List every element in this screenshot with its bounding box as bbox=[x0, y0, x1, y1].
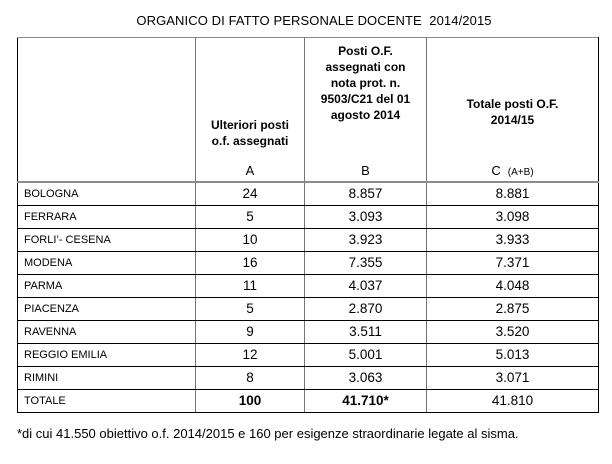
document-page: ORGANICO DI FATTO PERSONALE DOCENTE 2014… bbox=[14, 0, 612, 441]
value-b: 7.355 bbox=[304, 250, 427, 275]
table-row: BOLOGNA 24 8.857 8.881 bbox=[17, 181, 599, 206]
column-c-label: Totale posti O.F. 2014/15 bbox=[466, 97, 559, 127]
value-c: 3.071 bbox=[426, 365, 599, 390]
table-header: Ulteriori posti o.f. assegnati A Posti O… bbox=[17, 37, 599, 183]
row-label: BOLOGNA bbox=[17, 181, 196, 206]
value-c: 41.810 bbox=[426, 388, 599, 413]
value-b: 5.001 bbox=[304, 342, 427, 367]
row-label: FERRARA bbox=[17, 204, 196, 229]
header-cell-a: Ulteriori posti o.f. assegnati A bbox=[195, 37, 305, 183]
value-b: 3.511 bbox=[304, 319, 427, 344]
row-label: PIACENZA bbox=[17, 296, 196, 321]
value-b: 3.063 bbox=[304, 365, 427, 390]
column-b-letter: B bbox=[361, 163, 370, 178]
value-c: 2.875 bbox=[426, 296, 599, 321]
table-row: PIACENZA 5 2.870 2.875 bbox=[17, 296, 599, 321]
table-row: FORLI’- CESENA 10 3.923 3.933 bbox=[17, 227, 599, 252]
value-b: 2.870 bbox=[304, 296, 427, 321]
row-label: RAVENNA bbox=[17, 319, 196, 344]
header-cell-c: Totale posti O.F. 2014/15 C (A+B) bbox=[426, 37, 599, 183]
value-a: 10 bbox=[195, 227, 305, 252]
row-label: RIMINI bbox=[17, 365, 196, 390]
row-label: FORLI’- CESENA bbox=[17, 227, 196, 252]
table-row: RIMINI 8 3.063 3.071 bbox=[17, 365, 599, 390]
value-c: 3.098 bbox=[426, 204, 599, 229]
table-row-totale: TOTALE 100 41.710* 41.810 bbox=[17, 388, 599, 413]
row-label: REGGIO EMILIA bbox=[17, 342, 196, 367]
value-c: 8.881 bbox=[426, 181, 599, 206]
table-row: REGGIO EMILIA 12 5.001 5.013 bbox=[17, 342, 599, 367]
value-c: 4.048 bbox=[426, 273, 599, 298]
header-row: Ulteriori posti o.f. assegnati A Posti O… bbox=[17, 37, 599, 183]
value-c: 5.013 bbox=[426, 342, 599, 367]
value-a: 5 bbox=[195, 296, 305, 321]
value-a: 8 bbox=[195, 365, 305, 390]
header-cell-b: Posti O.F. assegnati con nota prot. n. 9… bbox=[304, 37, 427, 183]
column-c-letter: C (A+B) bbox=[491, 163, 534, 178]
value-a: 24 bbox=[195, 181, 305, 206]
row-label: PARMA bbox=[17, 273, 196, 298]
value-b: 8.857 bbox=[304, 181, 427, 206]
value-b: 3.093 bbox=[304, 204, 427, 229]
value-a: 100 bbox=[195, 388, 305, 413]
row-label: MODENA bbox=[17, 250, 196, 275]
column-c-letter-suffix: (A+B) bbox=[507, 167, 534, 178]
table-row: MODENA 16 7.355 7.371 bbox=[17, 250, 599, 275]
value-c: 3.933 bbox=[426, 227, 599, 252]
column-a-label: Ulteriori posti o.f. assegnati bbox=[210, 118, 289, 148]
value-c: 7.371 bbox=[426, 250, 599, 275]
value-a: 16 bbox=[195, 250, 305, 275]
footnote: *di cui 41.550 obiettivo o.f. 2014/2015 … bbox=[17, 425, 519, 441]
value-c: 3.520 bbox=[426, 319, 599, 344]
value-a: 12 bbox=[195, 342, 305, 367]
value-b: 3.923 bbox=[304, 227, 427, 252]
header-cell-provinces bbox=[17, 37, 196, 183]
table-row: FERRARA 5 3.093 3.098 bbox=[17, 204, 599, 229]
value-a: 9 bbox=[195, 319, 305, 344]
document-title: ORGANICO DI FATTO PERSONALE DOCENTE 2014… bbox=[136, 13, 492, 28]
value-a: 11 bbox=[195, 273, 305, 298]
value-b: 4.037 bbox=[304, 273, 427, 298]
table-body: BOLOGNA 24 8.857 8.881 FERRARA 5 3.093 3… bbox=[17, 181, 599, 413]
organico-table: Ulteriori posti o.f. assegnati A Posti O… bbox=[17, 37, 599, 413]
column-b-label: Posti O.F. assegnati con nota prot. n. 9… bbox=[320, 44, 411, 122]
table-row: PARMA 11 4.037 4.048 bbox=[17, 273, 599, 298]
value-b: 41.710* bbox=[304, 388, 427, 413]
value-a: 5 bbox=[195, 204, 305, 229]
column-a-letter: A bbox=[245, 163, 255, 178]
table-row: RAVENNA 9 3.511 3.520 bbox=[17, 319, 599, 344]
row-label: TOTALE bbox=[17, 388, 196, 413]
